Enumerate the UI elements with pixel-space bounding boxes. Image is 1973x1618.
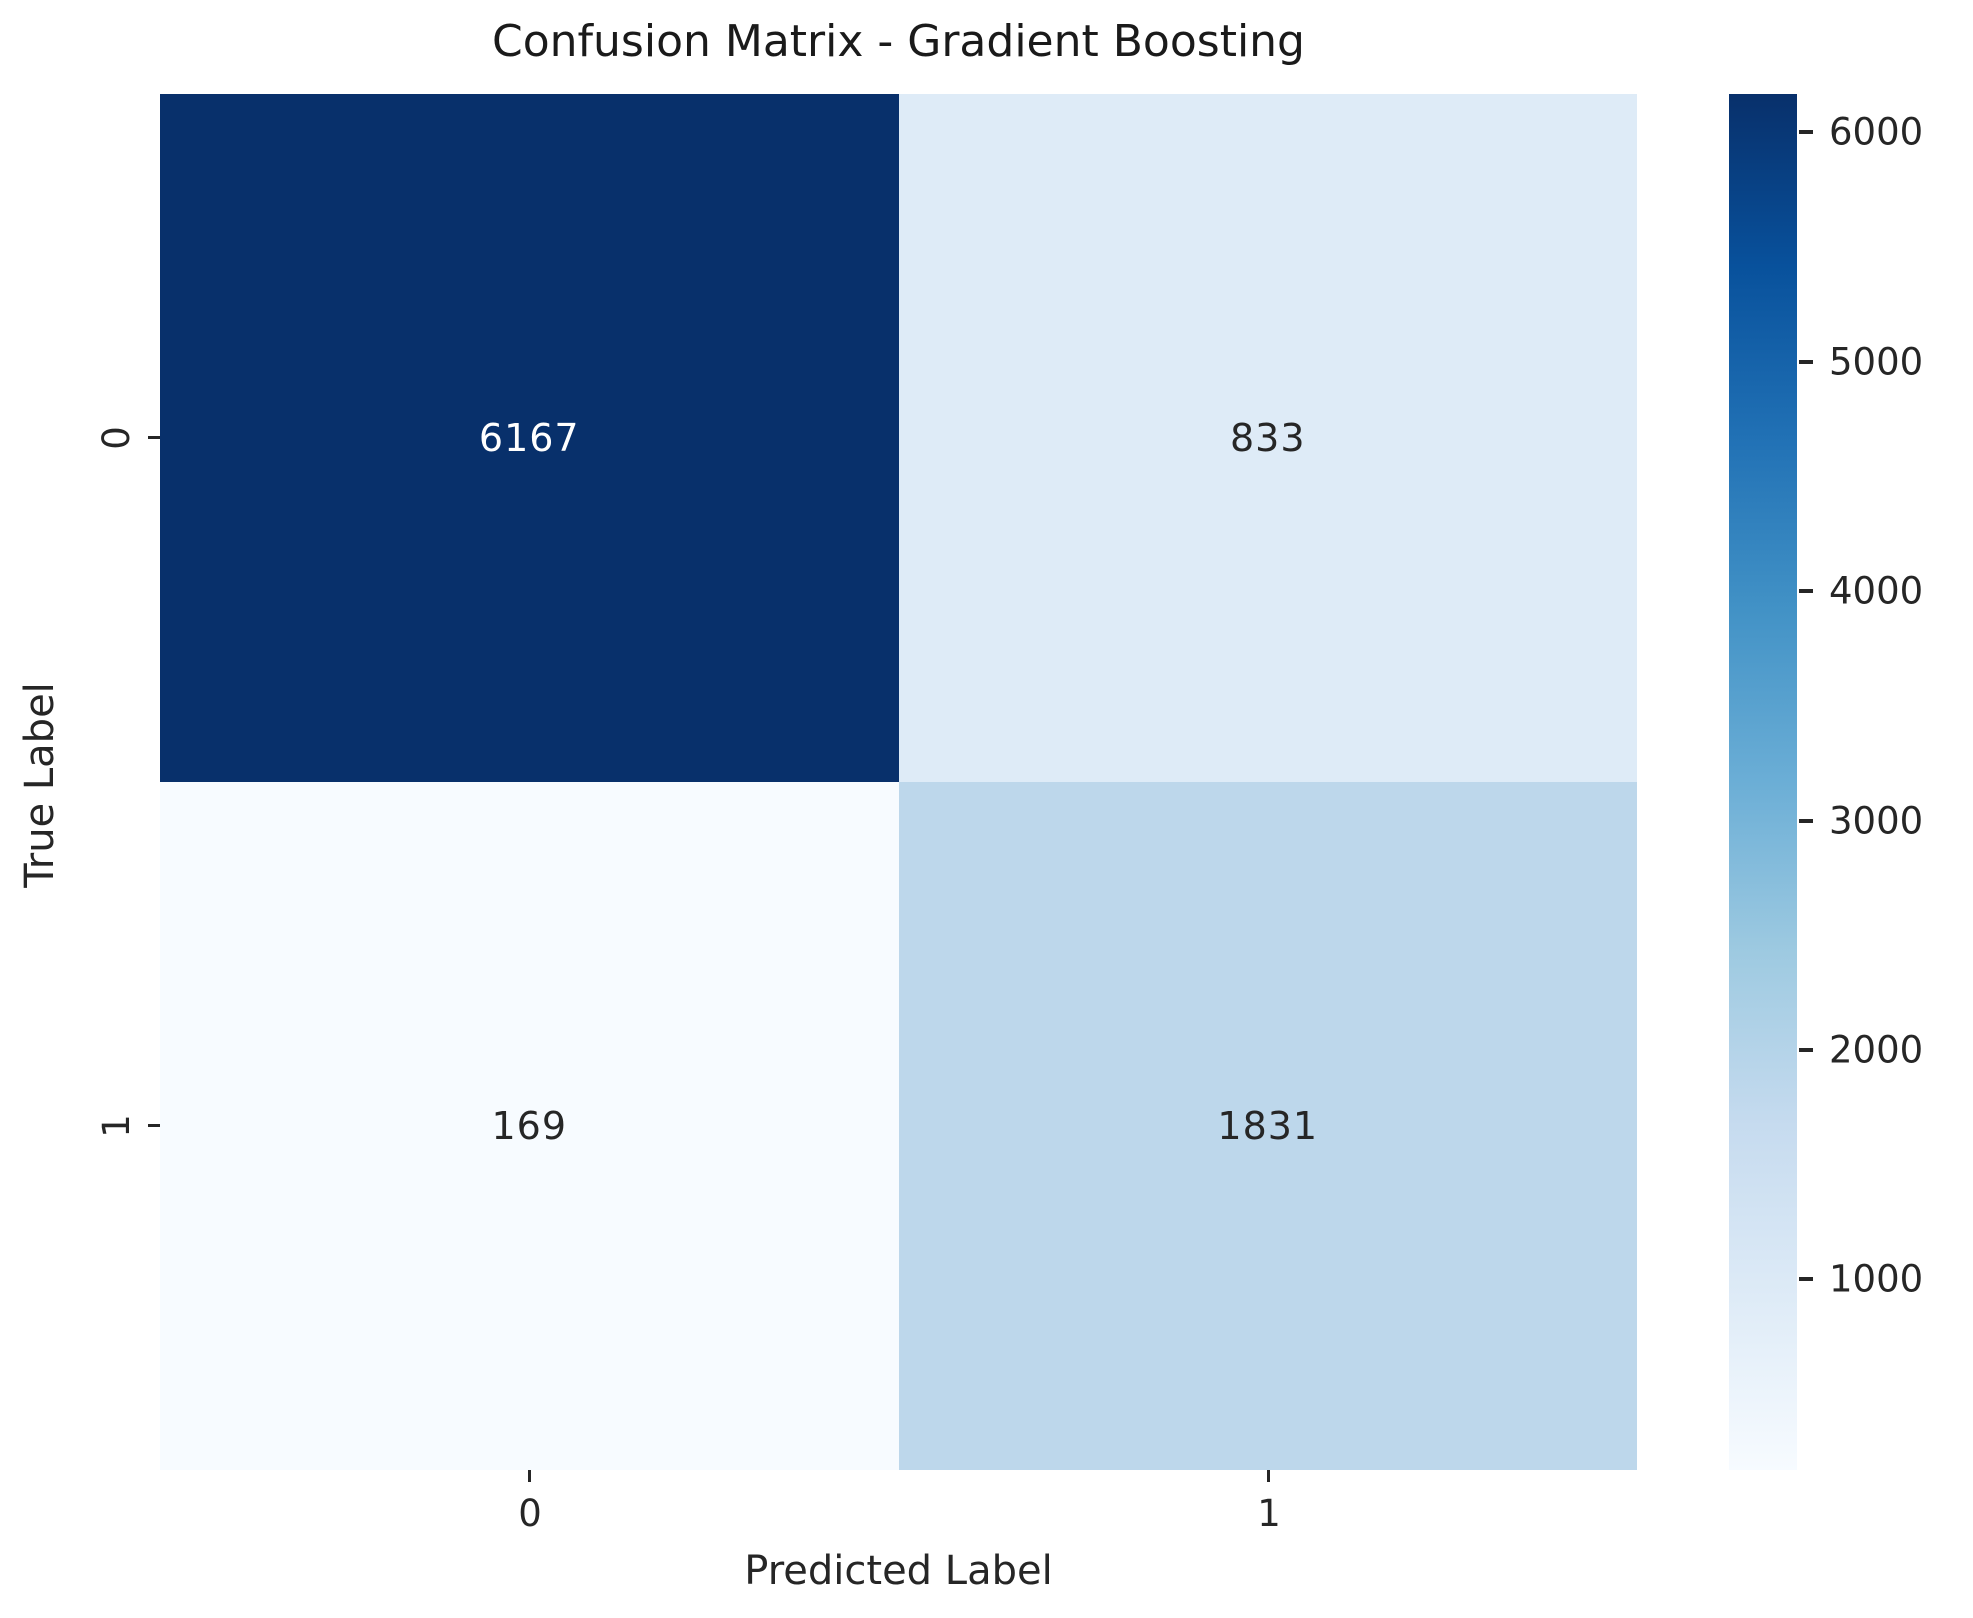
colorbar-tick-mark-6000 <box>1799 130 1813 135</box>
heatmap-cell-true0-pred0: 6167 <box>160 94 899 782</box>
x-tick-label-1: 1 <box>1257 1492 1281 1535</box>
heatmap-grid: 6167 833 169 1831 <box>160 94 1637 1470</box>
chart-title: Confusion Matrix - Gradient Boosting <box>492 16 1305 67</box>
x-tick-mark-1 <box>1267 1470 1270 1482</box>
colorbar-tick-container: 1000 2000 3000 4000 5000 6000 <box>1729 94 1973 1470</box>
x-tick-label-0: 0 <box>518 1492 542 1535</box>
heatmap-cell-true0-pred1: 833 <box>898 94 1637 782</box>
colorbar-tick-label-1000: 1000 <box>1829 1257 1924 1301</box>
colorbar-tick-mark-2000 <box>1799 1047 1813 1052</box>
cell-value-true0-pred1: 833 <box>1229 416 1306 460</box>
y-tick-label-0: 0 <box>94 426 138 450</box>
colorbar-tick-label-4000: 4000 <box>1829 569 1924 613</box>
colorbar-tick-label-3000: 3000 <box>1829 799 1924 843</box>
cell-value-true0-pred0: 6167 <box>478 416 580 460</box>
colorbar-tick-mark-4000 <box>1799 589 1813 594</box>
colorbar-tick-label-6000: 6000 <box>1829 110 1924 154</box>
y-tick-mark-0 <box>148 436 160 439</box>
x-axis-label: Predicted Label <box>744 1548 1053 1594</box>
cell-value-true1-pred0: 169 <box>491 1104 568 1148</box>
colorbar-tick-mark-1000 <box>1799 1277 1813 1282</box>
cell-value-true1-pred1: 1831 <box>1217 1104 1319 1148</box>
x-tick-mark-0 <box>528 1470 531 1482</box>
colorbar-tick-label-2000: 2000 <box>1829 1028 1924 1072</box>
y-axis-label: True Label <box>17 682 63 888</box>
colorbar-tick-mark-3000 <box>1799 818 1813 823</box>
y-tick-label-1: 1 <box>94 1114 138 1138</box>
colorbar-tick-label-5000: 5000 <box>1829 340 1924 384</box>
heatmap-cell-true1-pred1: 1831 <box>898 782 1637 1470</box>
colorbar <box>1729 94 1797 1470</box>
heatmap-cell-true1-pred0: 169 <box>160 782 899 1470</box>
y-tick-mark-1 <box>148 1124 160 1127</box>
colorbar-tick-mark-5000 <box>1799 359 1813 364</box>
